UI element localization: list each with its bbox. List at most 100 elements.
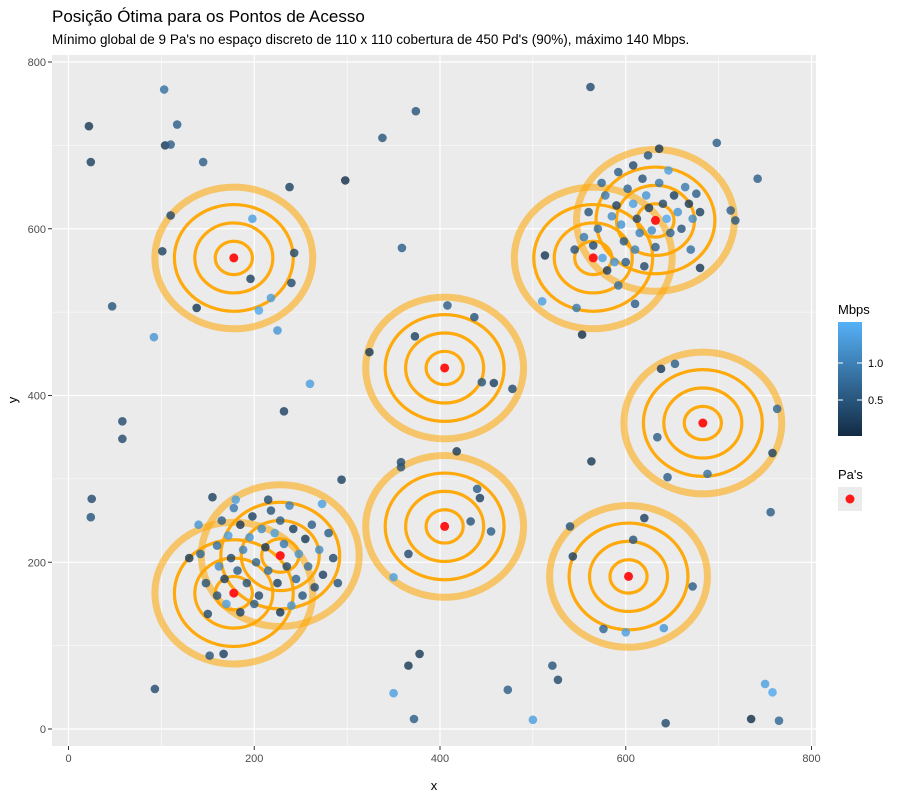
legend-pas-dot bbox=[845, 494, 855, 504]
device-point bbox=[647, 226, 657, 235]
coverage-ring bbox=[510, 183, 676, 333]
device-point bbox=[628, 161, 638, 170]
x-tick-label: 800 bbox=[802, 753, 820, 765]
device-point bbox=[537, 296, 547, 306]
device-point bbox=[254, 306, 264, 315]
device-point bbox=[192, 303, 201, 313]
device-point bbox=[601, 191, 610, 200]
device-point bbox=[310, 582, 319, 592]
coverage-ring bbox=[608, 558, 649, 595]
access-point bbox=[229, 588, 239, 598]
device-point bbox=[158, 246, 167, 256]
device-point bbox=[285, 182, 294, 192]
device-point bbox=[726, 206, 735, 215]
device-point bbox=[275, 516, 285, 525]
device-point bbox=[588, 241, 598, 250]
device-point bbox=[632, 214, 642, 224]
x-tick-label: 600 bbox=[617, 753, 635, 765]
device-point bbox=[628, 199, 638, 209]
device-point bbox=[411, 106, 421, 116]
device-point bbox=[263, 495, 273, 505]
legend-colorbar bbox=[838, 322, 862, 436]
device-point bbox=[656, 364, 666, 374]
coverage-ring bbox=[546, 502, 711, 651]
device-point bbox=[635, 228, 644, 238]
x-axis: 0 200 400 600 800 bbox=[65, 746, 821, 765]
device-point bbox=[107, 301, 117, 311]
device-point bbox=[365, 347, 374, 357]
device-point bbox=[768, 688, 777, 697]
device-point bbox=[654, 178, 664, 188]
coverage-ring bbox=[424, 349, 465, 387]
coverage-ring bbox=[662, 386, 744, 460]
device-point bbox=[577, 330, 587, 339]
device-point bbox=[640, 513, 649, 523]
coverage-ring bbox=[383, 313, 506, 423]
x-tick-label: 400 bbox=[431, 753, 449, 765]
device-point bbox=[248, 214, 257, 224]
device-point bbox=[607, 211, 617, 221]
device-point bbox=[307, 520, 317, 530]
device-point bbox=[222, 599, 231, 609]
device-point bbox=[644, 203, 654, 213]
device-point bbox=[86, 512, 96, 522]
coverage-ring bbox=[404, 331, 486, 405]
device-point bbox=[598, 253, 607, 263]
device-point bbox=[263, 566, 273, 575]
device-point bbox=[378, 133, 387, 143]
device-point bbox=[214, 562, 224, 571]
device-point bbox=[409, 714, 419, 724]
device-point bbox=[87, 494, 97, 504]
device-point bbox=[548, 661, 557, 670]
device-point bbox=[86, 157, 96, 167]
device-point bbox=[712, 138, 722, 148]
device-point bbox=[640, 261, 649, 271]
device-point bbox=[166, 140, 175, 149]
device-point bbox=[285, 501, 294, 510]
device-point bbox=[194, 520, 203, 530]
device-point bbox=[217, 516, 227, 525]
device-point bbox=[602, 266, 612, 275]
device-point bbox=[614, 167, 623, 177]
device-point bbox=[231, 495, 240, 505]
device-point bbox=[282, 562, 292, 571]
device-point bbox=[118, 434, 127, 444]
device-point bbox=[333, 578, 343, 588]
device-point bbox=[692, 189, 701, 199]
device-point bbox=[389, 688, 398, 698]
device-point bbox=[774, 716, 784, 725]
coverage-ring bbox=[362, 452, 528, 601]
device-point bbox=[314, 545, 324, 555]
device-point bbox=[508, 384, 517, 394]
device-point bbox=[654, 144, 664, 154]
device-point bbox=[266, 506, 276, 515]
device-point bbox=[212, 591, 222, 600]
coverage-ring bbox=[682, 404, 724, 442]
device-point bbox=[641, 191, 651, 200]
device-point bbox=[670, 359, 680, 369]
device-point bbox=[587, 457, 596, 466]
device-point bbox=[684, 199, 694, 209]
device-point bbox=[303, 562, 313, 571]
device-point bbox=[746, 714, 756, 724]
device-point bbox=[208, 492, 217, 502]
device-point bbox=[236, 520, 245, 530]
device-point bbox=[317, 499, 327, 509]
device-point bbox=[245, 532, 254, 542]
device-point bbox=[254, 591, 264, 600]
legend-tick-label: 1.0 bbox=[868, 358, 883, 370]
device-point bbox=[760, 679, 770, 689]
coverage-ring bbox=[587, 539, 670, 614]
device-point bbox=[159, 85, 169, 94]
device-point bbox=[219, 649, 228, 659]
device-point bbox=[340, 176, 350, 185]
device-point bbox=[150, 684, 160, 694]
device-point bbox=[621, 257, 631, 267]
access-point bbox=[698, 418, 708, 428]
device-point bbox=[301, 534, 310, 544]
device-points bbox=[84, 82, 784, 728]
y-tick-label: 400 bbox=[28, 391, 46, 403]
device-point bbox=[287, 601, 296, 610]
device-point bbox=[184, 553, 194, 563]
